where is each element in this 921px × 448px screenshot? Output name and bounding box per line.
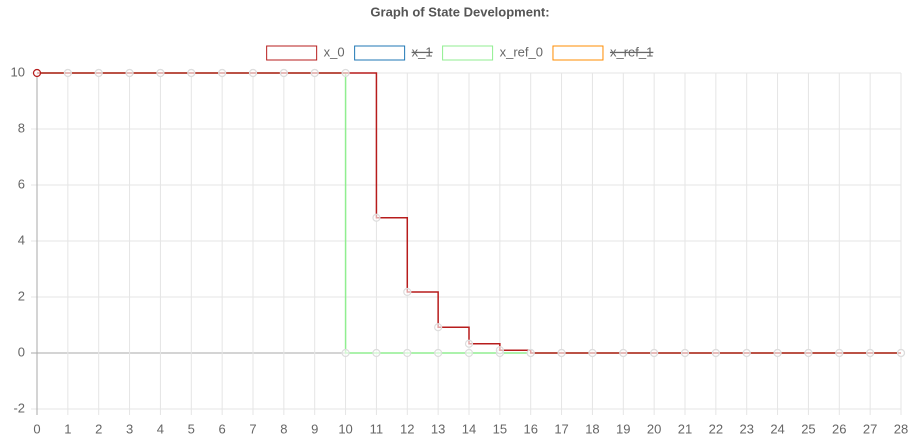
x-tick-label: 15: [493, 421, 507, 436]
legend-swatch: [552, 45, 604, 61]
data-point: [680, 348, 690, 358]
data-point: [557, 348, 566, 358]
legend-item[interactable]: x_0: [266, 44, 345, 61]
x-tick-label: 14: [462, 421, 476, 436]
legend-label: x_1: [412, 44, 433, 59]
legend-swatch: [442, 45, 494, 61]
x-tick-label: 26: [832, 421, 846, 436]
data-point: [835, 348, 844, 358]
y-tick-label: 0: [18, 344, 25, 359]
x-tick-label: 21: [678, 421, 692, 436]
data-point: [434, 348, 443, 358]
x-tick-label: 4: [157, 421, 164, 436]
data-point: [310, 68, 319, 78]
x-tick-label: 1: [64, 421, 71, 436]
data-point: [372, 213, 381, 222]
x-tick-label: 0: [33, 421, 40, 436]
data-point: [804, 348, 813, 358]
data-point: [896, 348, 906, 358]
y-tick-label: 10: [11, 64, 25, 79]
data-point: [742, 348, 751, 358]
data-point: [218, 68, 227, 78]
data-point: [341, 68, 350, 78]
x-tick-label: 28: [894, 421, 908, 436]
x-tick-label: 6: [219, 421, 226, 436]
data-point: [63, 68, 72, 78]
x-tick-label: 16: [523, 421, 537, 436]
legend-label: x_ref_0: [500, 44, 543, 59]
data-point: [866, 348, 875, 358]
data-point: [773, 348, 782, 358]
y-tick-label: 8: [18, 120, 25, 135]
series-line: [37, 72, 901, 354]
data-point: [588, 348, 597, 358]
legend-item[interactable]: x_ref_1: [552, 44, 653, 61]
y-tick-label: -2: [13, 400, 25, 415]
chart-title: Graph of State Development:: [370, 4, 549, 19]
y-tick-label: 2: [18, 288, 25, 303]
x-tick-label: 8: [280, 421, 287, 436]
x-tick-label: 13: [431, 421, 445, 436]
x-tick-label: 24: [770, 421, 784, 436]
x-tick-label: 3: [126, 421, 133, 436]
data-point: [526, 348, 535, 358]
data-point: [711, 348, 720, 358]
x-tick-label: 9: [311, 421, 318, 436]
x-tick-label: 17: [554, 421, 568, 436]
x-tick-label: 5: [188, 421, 195, 436]
x-tick-label: 11: [370, 421, 384, 436]
data-point: [187, 68, 196, 78]
x-tick-label: 19: [616, 421, 630, 436]
data-point: [156, 68, 165, 78]
legend-swatch: [354, 45, 406, 61]
y-tick-label: 6: [18, 176, 25, 191]
x-tick-label: 23: [739, 421, 753, 436]
x-tick-label: 10: [338, 421, 352, 436]
x-tick-label: 12: [400, 421, 414, 436]
data-point: [434, 323, 443, 332]
data-point: [650, 348, 659, 358]
x-tick-label: 25: [801, 421, 815, 436]
legend-item[interactable]: x_1: [354, 44, 433, 61]
x-tick-label: 18: [585, 421, 599, 436]
data-point: [464, 348, 474, 358]
data-point: [94, 68, 103, 78]
x-tick-label: 7: [249, 421, 256, 436]
data-point: [619, 348, 628, 358]
legend-swatch: [266, 45, 318, 61]
x-tick-label: 27: [863, 421, 877, 436]
x-tick-label: 2: [95, 421, 102, 436]
legend-item[interactable]: x_ref_0: [442, 44, 543, 61]
data-point: [248, 68, 258, 78]
data-point: [495, 346, 504, 355]
data-point: [403, 348, 412, 358]
y-tick-label: 4: [18, 232, 25, 247]
data-point: [125, 68, 134, 78]
data-point: [372, 348, 381, 358]
x-tick-label: 20: [647, 421, 661, 436]
data-point: [341, 348, 350, 358]
x-tick-label: 22: [709, 421, 723, 436]
data-point: [464, 339, 474, 348]
legend-label: x_ref_1: [610, 44, 653, 59]
legend-label: x_0: [324, 44, 345, 59]
data-point: [403, 287, 412, 297]
data-point: [32, 68, 42, 78]
data-point: [279, 68, 288, 78]
